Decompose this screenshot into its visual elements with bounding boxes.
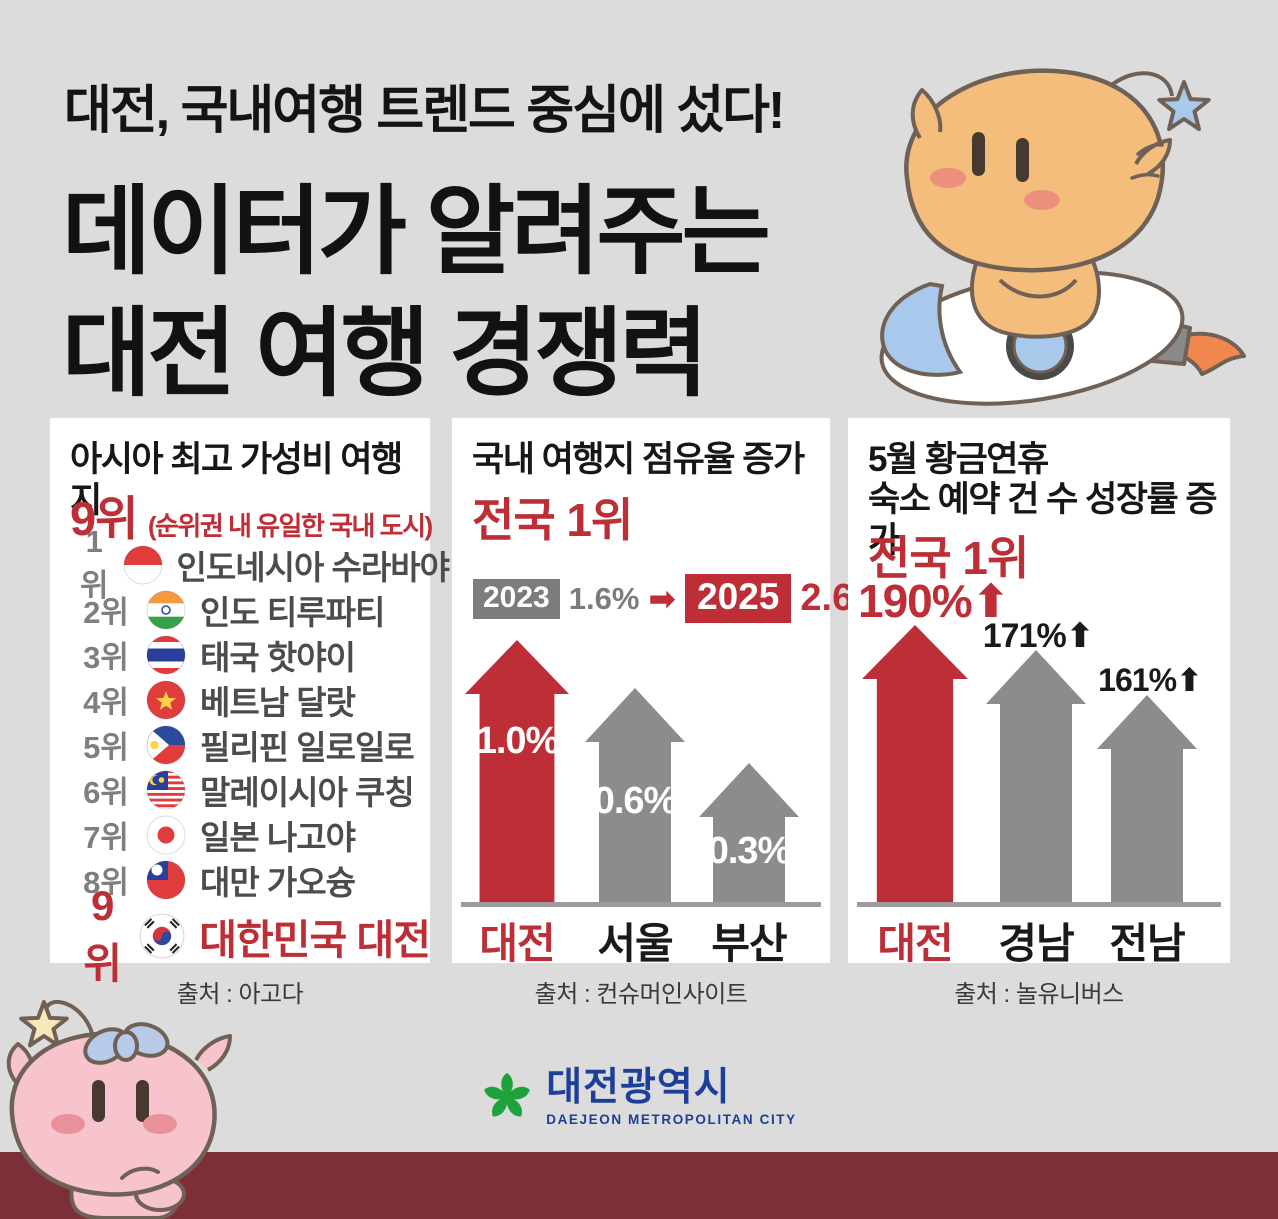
headline-rank1: 전국 1위 [472,494,633,546]
kicker-text: 대전, 국내여행 트렌드 중심에 섰다! [64,82,785,140]
rank-number: 1위 [80,524,109,603]
japan-flag-icon [146,815,186,854]
mascot-pink-character-icon [6,1000,232,1219]
growth-value: 161% [1098,662,1177,698]
indonesia-flag-icon [123,545,163,584]
thailand-flag-icon [146,635,186,674]
rank-label: 베트남 달랏 [200,683,356,721]
rank-number: 3위 [83,640,129,675]
philippines-flag-icon [146,725,186,764]
category-daejeon: 대전 [479,920,555,967]
annotation-jeonnam: 161%⬆ [1088,661,1212,699]
ranking-row: 3위 태국 핫야이 [50,632,430,677]
rank-number: 2위 [83,595,129,630]
rank-label: 인도 티루파티 [200,593,385,631]
year-2025-badge: 2025 [685,574,792,623]
rank-headline: 9위 (순위권 내 유일한 국내 도시) [70,480,433,549]
ranking-row: 2위 인도 티루파티 [50,587,430,632]
bar-daejeon [862,625,968,905]
taiwan-flag-icon [146,860,186,899]
ranking-row: 4위 베트남 달랏 [50,677,430,722]
rank-label: 필리핀 일로일로 [200,728,415,766]
rank-number: 5위 [83,730,129,765]
blue-bow-icon [83,1022,170,1065]
chart-baseline [461,902,821,907]
category-daejeon: 대전 [877,920,953,967]
main-title-line1: 데이터가 알려주는 [62,177,771,286]
rank-number: 4위 [83,685,129,720]
vietnam-flag-icon [146,680,186,719]
up-arrow-icon: ⬆ [1065,617,1094,655]
rank-label: 대만 가오슝 [200,863,356,901]
panel-title: 국내 여행지 점유율 증가 [472,440,805,479]
source-agoda: 출처 : 아고다 [176,981,304,1008]
year-comparison-legend: 2023 1.6% ➡ 2025 2.6% [473,574,887,623]
bar-value-seoul: 0.6% [593,780,678,822]
panel-booking-growth: 5월 황금연휴 숙소 예약 건 수 성장률 증가 전국 1위 190%⬆ 171… [848,418,1230,967]
panel-title-line1: 5월 황금연휴 [868,440,1049,479]
rank-label: 일본 나고야 [200,818,356,856]
bar-jeonnam [1097,695,1197,905]
bar-gyeongnam [986,650,1086,905]
rank-value: 9위 [70,492,138,545]
bar-daejeon [465,640,569,905]
rank-label: 말레이시아 쿠칭 [200,773,415,811]
year-2023-badge: 2023 [473,578,560,619]
malaysia-flag-icon [146,770,186,809]
category-busan: 부산 [711,920,787,967]
footer-band [0,1152,1278,1219]
ranking-row: 6위 말레이시아 쿠칭 [50,767,430,812]
growth-value: 190% [858,575,973,627]
blue-star-icon [1157,80,1211,131]
panel-share-growth: 국내 여행지 점유율 증가 전국 1위 2023 1.6% ➡ 2025 2.6… [452,418,887,967]
rank-label: 태국 핫야이 [200,638,356,676]
bar-value-daejeon: 1.0% [475,720,560,762]
rank-label: 인도네시아 수라바야 [176,548,450,586]
ranking-row: 8위 대만 가오슝 [50,857,430,902]
bar-seoul [585,688,685,905]
panel-value-ranking: 아시아 최고 가성비 여행지 9위 (순위권 내 유일한 국내 도시) 1위 인… [50,418,450,987]
daejeon-city-logo: 대전광역시 DAEJEON METROPOLITAN CITY [0,1066,1278,1127]
south-korea-flag-icon [139,913,185,959]
bar-value-busan: 0.3% [707,830,792,872]
source-consumer-insight: 출처 : 컨슈머인사이트 [534,981,748,1008]
panel-title-line2: 숙소 예약 건 수 성장률 증가 [868,480,1218,560]
right-arrow-icon: ➡ [648,580,677,617]
mascot-rocket-icon [879,68,1246,406]
ranking-row: 7위 일본 나고야 [50,812,430,857]
rank-number: 8위 [83,865,129,900]
india-flag-icon [146,590,186,629]
source-nol-universe: 출처 : 놀유니버스 [954,981,1124,1008]
annotation-daejeon: 190%⬆ [858,574,1011,628]
category-jeonnam: 전남 [1109,920,1185,967]
ranking-row: 5위 필리핀 일로일로 [50,722,430,767]
growth-value: 171% [982,617,1067,655]
ranking-list: 1위 인도네시아 수라바야 2위 인도 티루파티 3위 [50,524,450,987]
panel-title: 아시아 최고 가성비 여행지 [70,440,403,520]
rank-number: 6위 [83,775,129,810]
logo-korean-text: 대전광역시 [546,1066,731,1109]
ranking-row: 1위 인도네시아 수라바야 [50,524,450,603]
annotation-gyeongnam: 171%⬆ [976,616,1100,656]
main-title-line2: 대전 여행 경쟁력 [62,299,709,408]
up-arrow-icon: ⬆ [971,575,1011,627]
category-gyeongnam: 경남 [998,920,1074,967]
ranking-row-highlight: 9위 [50,882,431,987]
category-seoul: 서울 [597,920,673,967]
chart-baseline [857,902,1221,907]
headline-rank1: 전국 1위 [868,532,1029,584]
daejeon-emblem-icon [484,1073,531,1117]
rank-number: 9위 [83,881,122,987]
logo-english-text: DAEJEON METROPOLITAN CITY [546,1111,797,1127]
rank-label: 대한민국 대전 [199,917,431,963]
cream-star-icon [19,1000,69,1048]
rank-number: 7위 [83,820,129,855]
rank-note: (순위권 내 유일한 국내 도시) [147,511,433,541]
up-arrow-icon: ⬆ [1176,662,1203,698]
value-2023: 1.6% [568,580,640,616]
